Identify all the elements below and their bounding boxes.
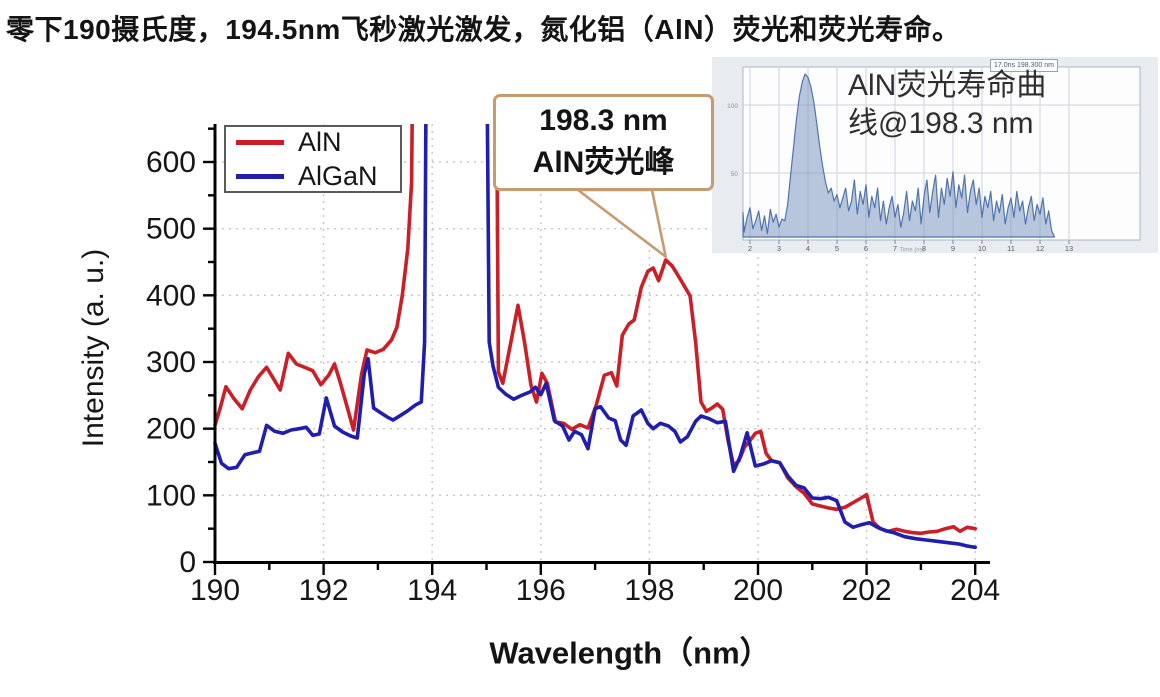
- svg-text:202: 202: [842, 574, 892, 607]
- peak-annotation-line1: 198.3 nm: [539, 104, 668, 137]
- svg-text:3: 3: [777, 244, 781, 253]
- svg-text:7: 7: [893, 244, 897, 253]
- svg-text:200: 200: [146, 413, 196, 446]
- legend-label-aln: AlN: [298, 126, 342, 157]
- figure-title: 零下190摄氏度，194.5nm飞秒激光激发，氮化铝（AlN）荧光和荧光寿命。: [6, 14, 961, 45]
- svg-text:4: 4: [806, 244, 810, 253]
- svg-text:400: 400: [146, 279, 196, 312]
- svg-text:200: 200: [733, 574, 783, 607]
- aln-line-swatch: [236, 139, 284, 145]
- peak-annotation-line2: AlN荧光峰: [532, 146, 675, 179]
- svg-text:100: 100: [727, 103, 738, 110]
- algan-line-swatch: [236, 173, 284, 179]
- inset-xaxis-label: Time (ns): [899, 248, 924, 254]
- svg-text:192: 192: [299, 574, 349, 607]
- legend-item-algan: AlGaN: [236, 160, 390, 191]
- inset-caption-line1: AlN荧光寿命曲: [848, 69, 1047, 102]
- lifetime-inset-panel: 2 3 4 5 6 7 8 9 10 11 12 13 100 50 Time (ns) 17.0ns 19…: [712, 57, 1158, 253]
- svg-text:5: 5: [835, 244, 839, 253]
- svg-text:8: 8: [922, 244, 926, 253]
- svg-text:50: 50: [731, 171, 739, 178]
- svg-text:600: 600: [146, 146, 196, 179]
- svg-text:11: 11: [1007, 244, 1015, 253]
- svg-text:196: 196: [516, 574, 566, 607]
- legend-label-algan: AlGaN: [298, 160, 378, 191]
- legend: AlN AlGaN: [224, 125, 402, 193]
- svg-text:198: 198: [624, 574, 674, 607]
- svg-text:6: 6: [864, 244, 868, 253]
- svg-text:13: 13: [1065, 244, 1073, 253]
- svg-text:100: 100: [146, 479, 196, 512]
- svg-text:2: 2: [748, 244, 752, 253]
- legend-item-aln: AlN: [236, 126, 390, 157]
- svg-text:9: 9: [951, 244, 955, 253]
- svg-text:300: 300: [146, 346, 196, 379]
- inset-cursor-readout: 17.0ns 198.300 nm: [990, 59, 1058, 72]
- lifetime-inset-chart: 2 3 4 5 6 7 8 9 10 11 12 13 100 50 Time (ns): [727, 66, 1141, 254]
- y-axis-label: Intensity (a. u.): [77, 248, 110, 448]
- inset-caption-line2: 线@198.3 nm: [848, 107, 1034, 140]
- svg-text:190: 190: [190, 574, 240, 607]
- peak-annotation-callout: 198.3 nm AlN荧光峰: [493, 94, 714, 191]
- svg-text:12: 12: [1036, 244, 1044, 253]
- x-axis-label: Wavelength（nm）: [489, 635, 771, 671]
- svg-text:204: 204: [950, 574, 1000, 607]
- svg-text:194: 194: [407, 574, 457, 607]
- svg-text:500: 500: [146, 213, 196, 246]
- svg-text:10: 10: [978, 244, 986, 253]
- svg-text:0: 0: [179, 546, 196, 579]
